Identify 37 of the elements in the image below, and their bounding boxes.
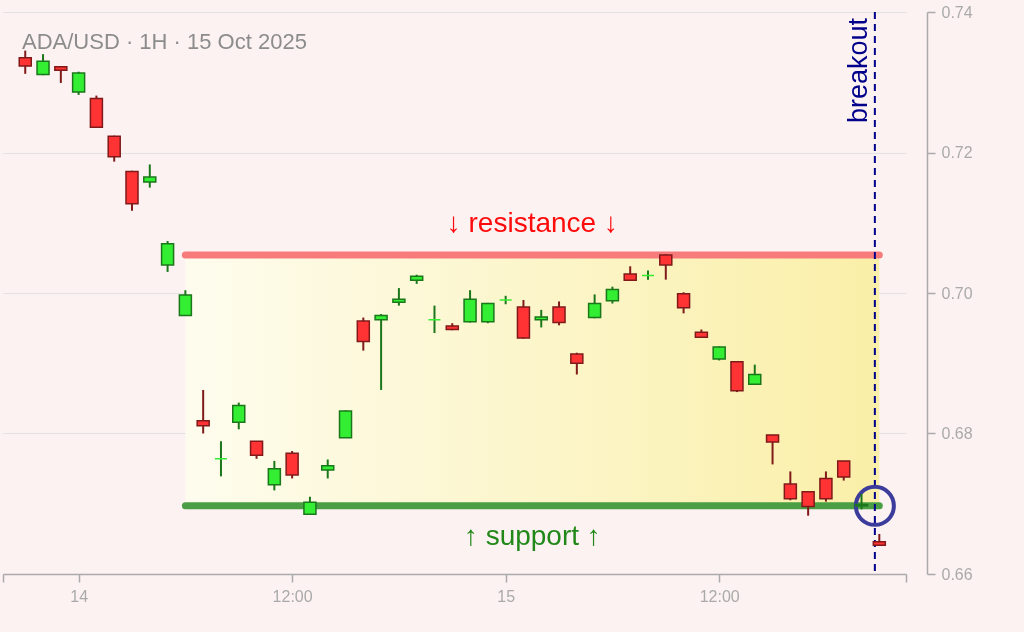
candlestick [196,388,210,435]
candlestick [836,459,851,482]
candlestick [267,459,282,492]
series-label: ↑ support ↑ [463,519,601,551]
candlestick [178,289,193,317]
candlestick [659,253,673,281]
x-tick-label: 12:00 [272,587,313,605]
candlestick [552,300,566,327]
candlestick [18,49,32,75]
candlestick [801,490,815,517]
ref-line-label: breakout [842,17,873,124]
candlestick [676,291,691,315]
y-tick-label: 0.66 [941,565,973,583]
candlestick [427,304,442,335]
x-tick-label: 14 [70,587,89,605]
y-tick-label: 0.70 [941,284,973,302]
candlestick [107,134,121,163]
candlestick [143,163,157,189]
candlestick [356,316,371,352]
candlestick [783,470,798,502]
y-tick-label: 0.68 [941,425,973,442]
candlestick [285,450,299,480]
candlestick [819,470,833,503]
x-tick-label: 15 [497,587,516,605]
candlestick [160,240,175,273]
text: ADA/USD · 1H · 15 Oct 2025 [22,29,307,54]
y-tick-label: 0.72 [941,144,973,161]
candlestick [748,363,762,386]
x-tick-label: 12:00 [699,587,740,605]
candlestick [320,458,335,480]
candlestick [214,440,228,478]
candlestick [765,433,780,466]
candlestick [463,289,477,324]
series-label: ↓ resistance ↓ [446,207,618,239]
candlestick [374,313,388,391]
candlestick [232,401,246,431]
y-tick-label: 0.74 [941,3,973,21]
